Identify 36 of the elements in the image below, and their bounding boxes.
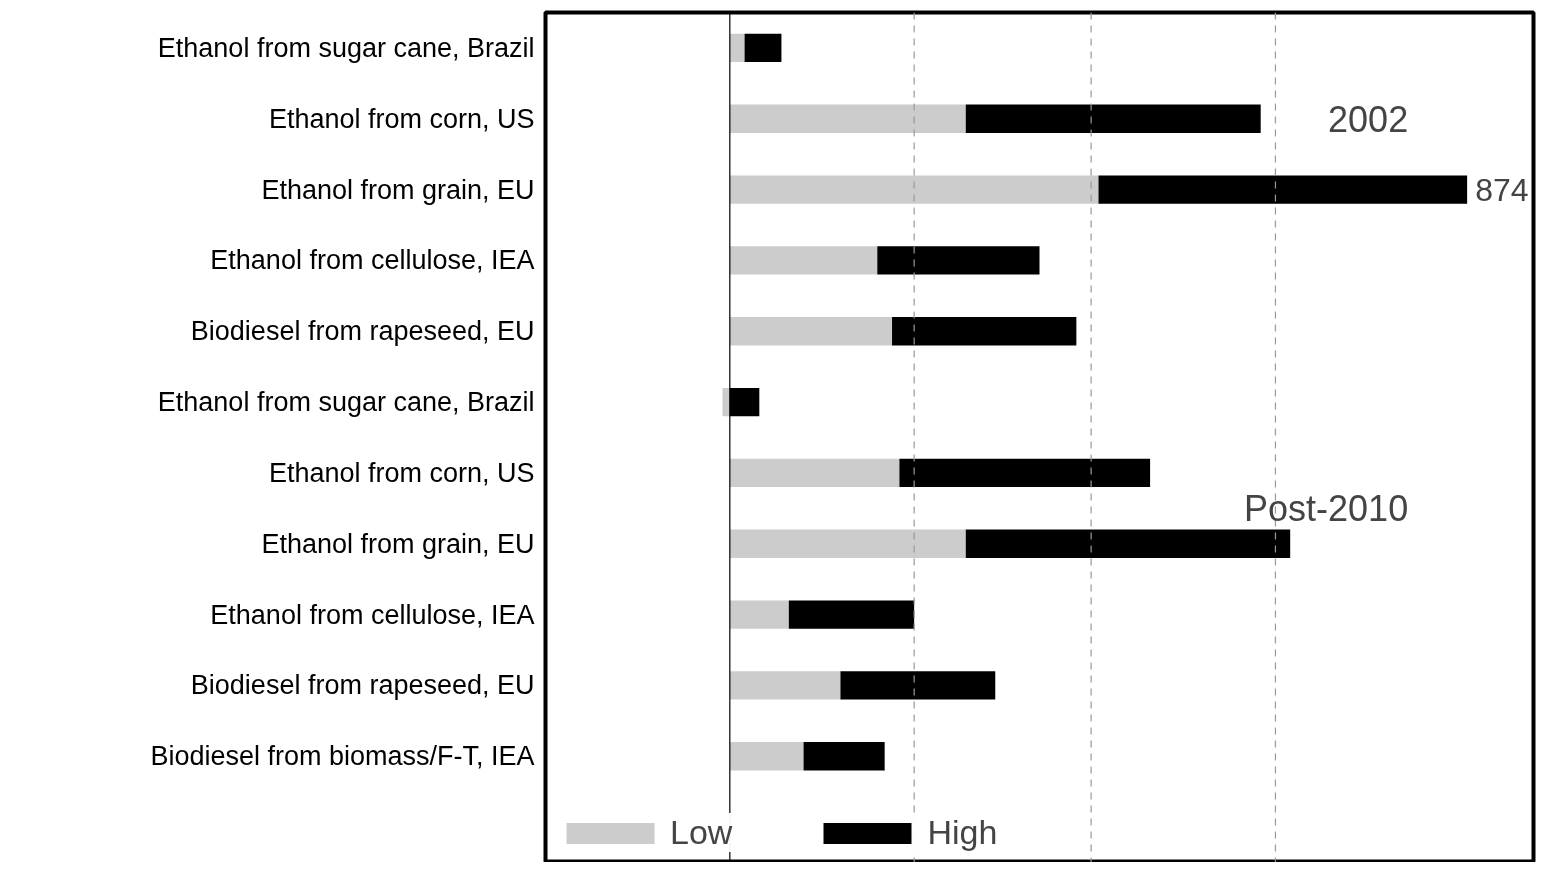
- annotation: 874: [1475, 171, 1529, 208]
- bar: [803, 742, 885, 771]
- y-tick-label: Ethanol from corn, US: [268, 103, 535, 134]
- bar: [899, 458, 1151, 488]
- y-tick-label: Biodiesel from biomass/F-T, IEA: [150, 741, 535, 772]
- bar: [788, 600, 915, 629]
- bar: [877, 246, 1040, 275]
- bar: [840, 671, 996, 700]
- bar: [729, 600, 789, 629]
- bar: [729, 458, 900, 488]
- y-tick-label: Biodiesel from rapeseed, EU: [190, 670, 535, 701]
- annotation: Post-2010: [1244, 487, 1409, 529]
- bar: [729, 742, 804, 771]
- bar: [729, 246, 878, 275]
- y-tick-label: Ethanol from sugar cane, Brazil: [157, 32, 535, 63]
- bar: [729, 317, 893, 346]
- y-tick-label: Ethanol from cellulose, IEA: [210, 599, 535, 630]
- bar: [729, 671, 841, 700]
- bar: [965, 529, 1291, 558]
- y-tick-label: Ethanol from grain, EU: [261, 528, 535, 559]
- bar: [729, 33, 745, 63]
- bar: [744, 33, 782, 63]
- y-tick-label: Ethanol from sugar cane, Brazil: [157, 387, 535, 418]
- legend-label: Low: [670, 813, 733, 852]
- legend-label: High: [927, 813, 998, 852]
- bar: [1098, 175, 1468, 204]
- bar: [965, 104, 1261, 133]
- y-tick-label: Ethanol from grain, EU: [261, 174, 535, 205]
- annotation: 2002: [1328, 98, 1409, 140]
- y-tick-label: Ethanol from corn, US: [268, 457, 535, 488]
- bar: [729, 175, 1099, 204]
- y-tick-label: Ethanol from cellulose, IEA: [210, 245, 535, 276]
- y-tick-label: Biodiesel from rapeseed, EU: [190, 316, 535, 347]
- bar: [729, 104, 966, 133]
- bar: [892, 317, 1077, 346]
- bar: [729, 529, 966, 558]
